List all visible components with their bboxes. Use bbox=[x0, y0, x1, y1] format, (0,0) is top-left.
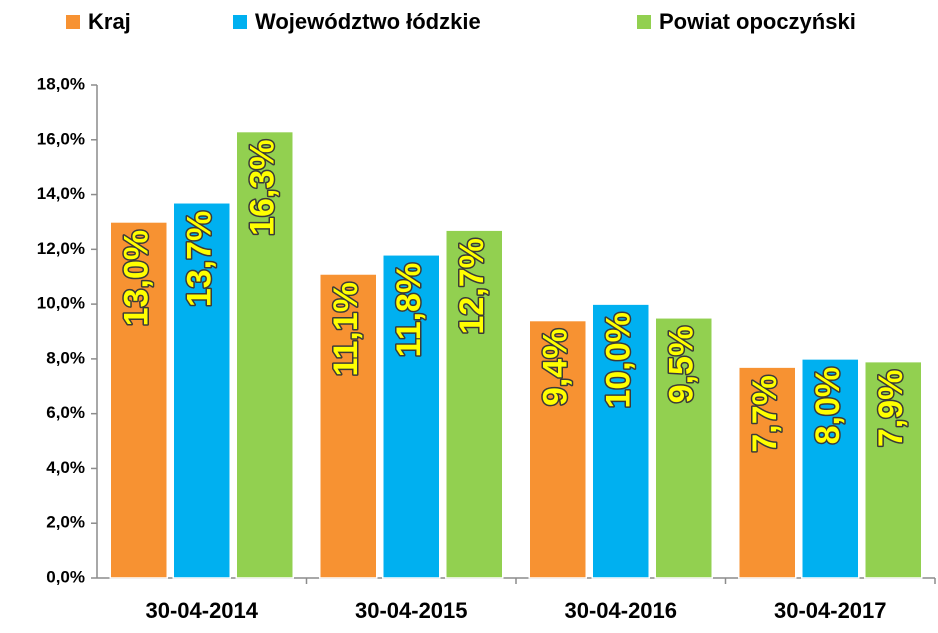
value-label: 9,5% bbox=[663, 326, 701, 404]
x-tick-label: 30-04-2016 bbox=[564, 598, 677, 623]
bar bbox=[319, 273, 378, 579]
bar bbox=[801, 358, 860, 579]
y-tick-label: 4,0% bbox=[46, 458, 85, 477]
y-tick-label: 18,0% bbox=[37, 74, 85, 93]
value-label: 11,1% bbox=[327, 282, 365, 377]
bar bbox=[109, 221, 168, 579]
y-tick-label: 14,0% bbox=[37, 184, 85, 203]
bar bbox=[738, 366, 797, 579]
legend-swatch bbox=[233, 15, 247, 29]
bar bbox=[172, 202, 231, 579]
bar bbox=[235, 130, 294, 579]
value-label: 13,0% bbox=[118, 230, 156, 326]
value-label: 8,0% bbox=[809, 367, 847, 445]
value-label: 7,9% bbox=[872, 370, 910, 448]
value-label: 9,4% bbox=[537, 329, 575, 407]
bar bbox=[382, 254, 441, 579]
value-label: 16,3% bbox=[244, 140, 282, 236]
x-tick-label: 30-04-2017 bbox=[774, 598, 887, 623]
y-tick-label: 0,0% bbox=[46, 567, 85, 586]
y-tick-label: 10,0% bbox=[37, 294, 85, 313]
value-label: 11,8% bbox=[390, 263, 428, 358]
value-label: 7,7% bbox=[746, 375, 784, 453]
y-tick-label: 2,0% bbox=[46, 513, 85, 532]
legend-swatch bbox=[66, 15, 80, 29]
legend-label: Powiat opoczyński bbox=[659, 9, 856, 34]
bar bbox=[445, 229, 504, 579]
x-tick-label: 30-04-2014 bbox=[145, 598, 258, 623]
x-tick-label: 30-04-2015 bbox=[355, 598, 468, 623]
y-tick-label: 6,0% bbox=[46, 403, 85, 422]
value-label: 13,7% bbox=[181, 211, 219, 307]
legend-label: Kraj bbox=[88, 9, 131, 34]
value-label: 12,7% bbox=[453, 238, 491, 334]
value-label: 10,0% bbox=[600, 312, 638, 408]
y-tick-label: 8,0% bbox=[46, 348, 85, 367]
y-tick-label: 16,0% bbox=[37, 129, 85, 148]
y-tick-label: 12,0% bbox=[37, 239, 85, 258]
legend-swatch bbox=[637, 15, 651, 29]
bar bbox=[591, 303, 650, 579]
legend-label: Województwo łódzkie bbox=[255, 9, 481, 34]
bar bbox=[528, 319, 587, 579]
bar bbox=[864, 360, 923, 579]
bar bbox=[654, 317, 713, 579]
